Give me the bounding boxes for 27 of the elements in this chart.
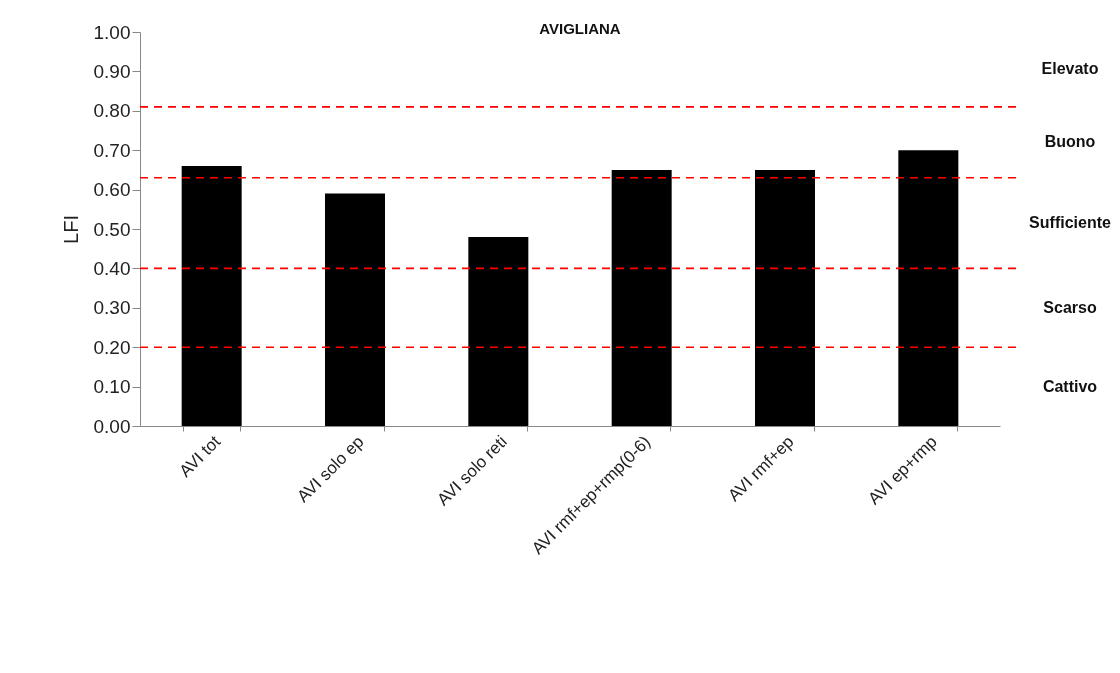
bar xyxy=(181,165,242,426)
y-tick-label: 0.40 xyxy=(93,257,131,279)
chart-title: AVIGLIANA xyxy=(539,20,621,37)
bar xyxy=(325,193,385,426)
y-axis-title: LFI xyxy=(59,215,82,244)
y-tick-label: 0.00 xyxy=(93,415,131,437)
y-tick-label: 1.00 xyxy=(93,21,131,43)
text: Scarso xyxy=(1043,298,1097,316)
y-tick-label: 0.50 xyxy=(93,218,131,240)
text: Cattivo xyxy=(1042,377,1098,395)
y-tick-label: 0.30 xyxy=(93,297,131,319)
y-tick-label: 0.70 xyxy=(93,139,131,161)
y-tick-label: 0.10 xyxy=(93,376,131,398)
x-tick-label: AVI solo ep xyxy=(293,432,368,507)
y-tick-label: 0.20 xyxy=(93,336,131,358)
text: Elevato xyxy=(1041,60,1099,78)
x-tick-label: AVI solo reti xyxy=(433,432,511,510)
bar xyxy=(611,169,672,426)
bar xyxy=(898,150,959,426)
text: Sufficiente xyxy=(1029,214,1111,232)
bar xyxy=(468,236,529,426)
bar xyxy=(755,169,815,426)
y-tick-label: 0.60 xyxy=(93,179,131,201)
y-tick-label: 0.90 xyxy=(93,60,131,82)
text: Buono xyxy=(1044,133,1096,151)
x-tick-label: AVI tot xyxy=(175,431,225,481)
y-tick-label: 0.80 xyxy=(93,100,131,122)
